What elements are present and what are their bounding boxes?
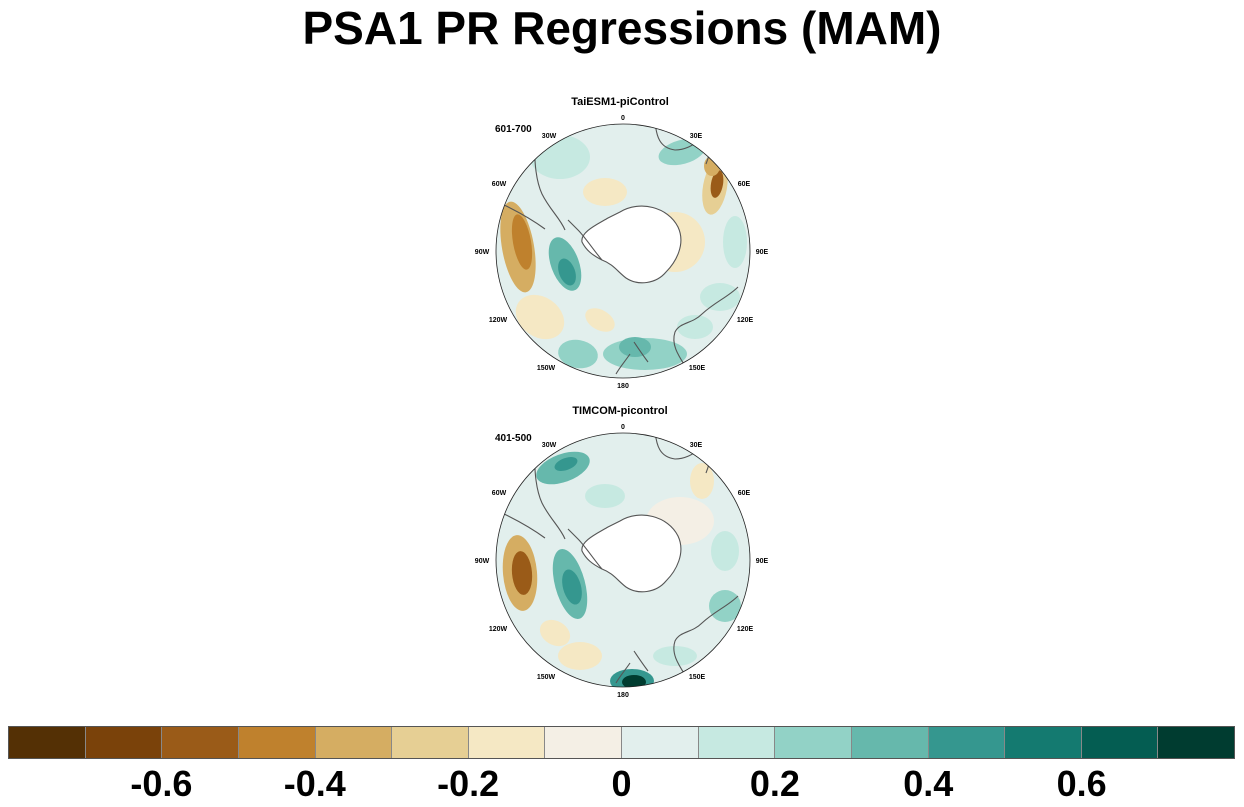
peninsula-coastline xyxy=(567,219,603,261)
contour-region xyxy=(585,484,625,508)
longitude-label: 90W xyxy=(475,558,490,565)
contour-region xyxy=(710,170,724,198)
australia-coastline xyxy=(673,286,739,375)
colorbar-box xyxy=(698,727,776,758)
antarctica-coastline xyxy=(581,205,682,284)
contour-region xyxy=(690,463,714,499)
peninsula-coastline xyxy=(567,528,603,570)
longitude-label: 120E xyxy=(737,317,754,324)
contour-region xyxy=(585,308,615,332)
longitude-label: 180 xyxy=(617,692,629,699)
longitude-label: 0 xyxy=(621,115,625,122)
colorbar xyxy=(8,726,1235,759)
contour-region xyxy=(558,642,602,670)
panel-title: TaiESM1-piControl xyxy=(571,96,669,108)
contour-region xyxy=(619,337,651,357)
contour-region xyxy=(539,619,571,647)
contour-region xyxy=(558,258,576,286)
contour-region xyxy=(530,135,590,179)
panel-title: TIMCOM-picontrol xyxy=(572,405,668,417)
longitude-label: 30E xyxy=(690,442,703,449)
longitude-label: 60E xyxy=(738,181,751,188)
map-border xyxy=(495,432,751,688)
longitude-label: 150W xyxy=(537,674,556,681)
colorbar-box xyxy=(851,727,929,758)
longitude-label: 180 xyxy=(617,383,629,390)
longitude-label: 60W xyxy=(492,490,507,497)
longitude-label: 90E xyxy=(756,249,769,256)
colorbar-box xyxy=(468,727,546,758)
longitude-label: 30W xyxy=(542,133,557,140)
colorbar-box xyxy=(9,727,86,758)
colorbar-box xyxy=(1081,727,1159,758)
longitude-label: 90W xyxy=(475,249,490,256)
colorbar-box xyxy=(1158,727,1234,758)
map-panel-taiesm1: TaiESM1-piControl 601-700 0 30E 60E 90E 120E… xyxy=(470,92,770,392)
colorbar-tick-label: 0.2 xyxy=(749,763,800,804)
australia-coastline xyxy=(673,595,739,684)
contour-region xyxy=(700,283,740,311)
colorbar-tick-label: 0 xyxy=(611,763,632,804)
contour-region xyxy=(562,569,582,605)
longitude-label: 60E xyxy=(738,490,751,497)
longitude-label: 30W xyxy=(542,442,557,449)
colorbar-box xyxy=(928,727,1006,758)
colorbar-tick-label: -0.4 xyxy=(283,763,346,804)
contour-region xyxy=(723,216,747,268)
new-zealand-coastline xyxy=(615,341,649,375)
longitude-label: 30E xyxy=(690,133,703,140)
polar-map: 0 30E 60E 90E 120E 150E 180 150W 120W 90W 60W 30W xyxy=(475,424,769,699)
colorbar-tick-label: 0.6 xyxy=(1056,763,1107,804)
colorbar-tick-label: -0.2 xyxy=(437,763,500,804)
contour-region xyxy=(554,457,578,471)
colorbar-box xyxy=(85,727,163,758)
contour-region xyxy=(677,315,713,339)
map-panel-timcom: TIMCOM-picontrol 401-500 0 30E 60E 90E 120E 1… xyxy=(470,401,770,701)
contour-region xyxy=(583,178,627,206)
colorbar-box xyxy=(162,727,239,758)
new-zealand-coastline xyxy=(615,650,649,684)
contour-region xyxy=(711,531,739,571)
colorbar-tick-label: -0.6 xyxy=(130,763,193,804)
longitude-label: 60W xyxy=(492,181,507,188)
longitude-label: 120E xyxy=(737,626,754,633)
contour-region xyxy=(511,214,533,270)
longitude-label: 0 xyxy=(621,424,625,431)
longitude-label: 120W xyxy=(489,626,508,633)
contour-region xyxy=(558,339,598,369)
panel-period: 401-500 xyxy=(495,433,532,444)
contour-region xyxy=(515,294,565,340)
longitude-label: 120W xyxy=(489,317,508,324)
colorbar-box xyxy=(1005,727,1082,758)
colorbar-box xyxy=(238,727,316,758)
longitude-label: 150W xyxy=(537,365,556,372)
colorbar-box xyxy=(622,727,699,758)
longitude-label: 150E xyxy=(689,674,706,681)
colorbar-box xyxy=(315,727,393,758)
polar-map: 0 30E 60E 90E 120E 150E 180 150W 120W 90W 60W 30W xyxy=(475,115,769,390)
map-border xyxy=(495,123,751,379)
colorbar-tick-label: 0.4 xyxy=(903,763,954,804)
page-title: PSA1 PR Regressions (MAM) xyxy=(302,2,942,54)
panel-period: 601-700 xyxy=(495,124,532,135)
contour-region xyxy=(511,551,533,595)
longitude-label: 90E xyxy=(756,558,769,565)
colorbar-box xyxy=(775,727,852,758)
longitude-label: 150E xyxy=(689,365,706,372)
antarctica-coastline xyxy=(581,514,682,593)
colorbar-box xyxy=(545,727,622,758)
colorbar-box xyxy=(392,727,469,758)
